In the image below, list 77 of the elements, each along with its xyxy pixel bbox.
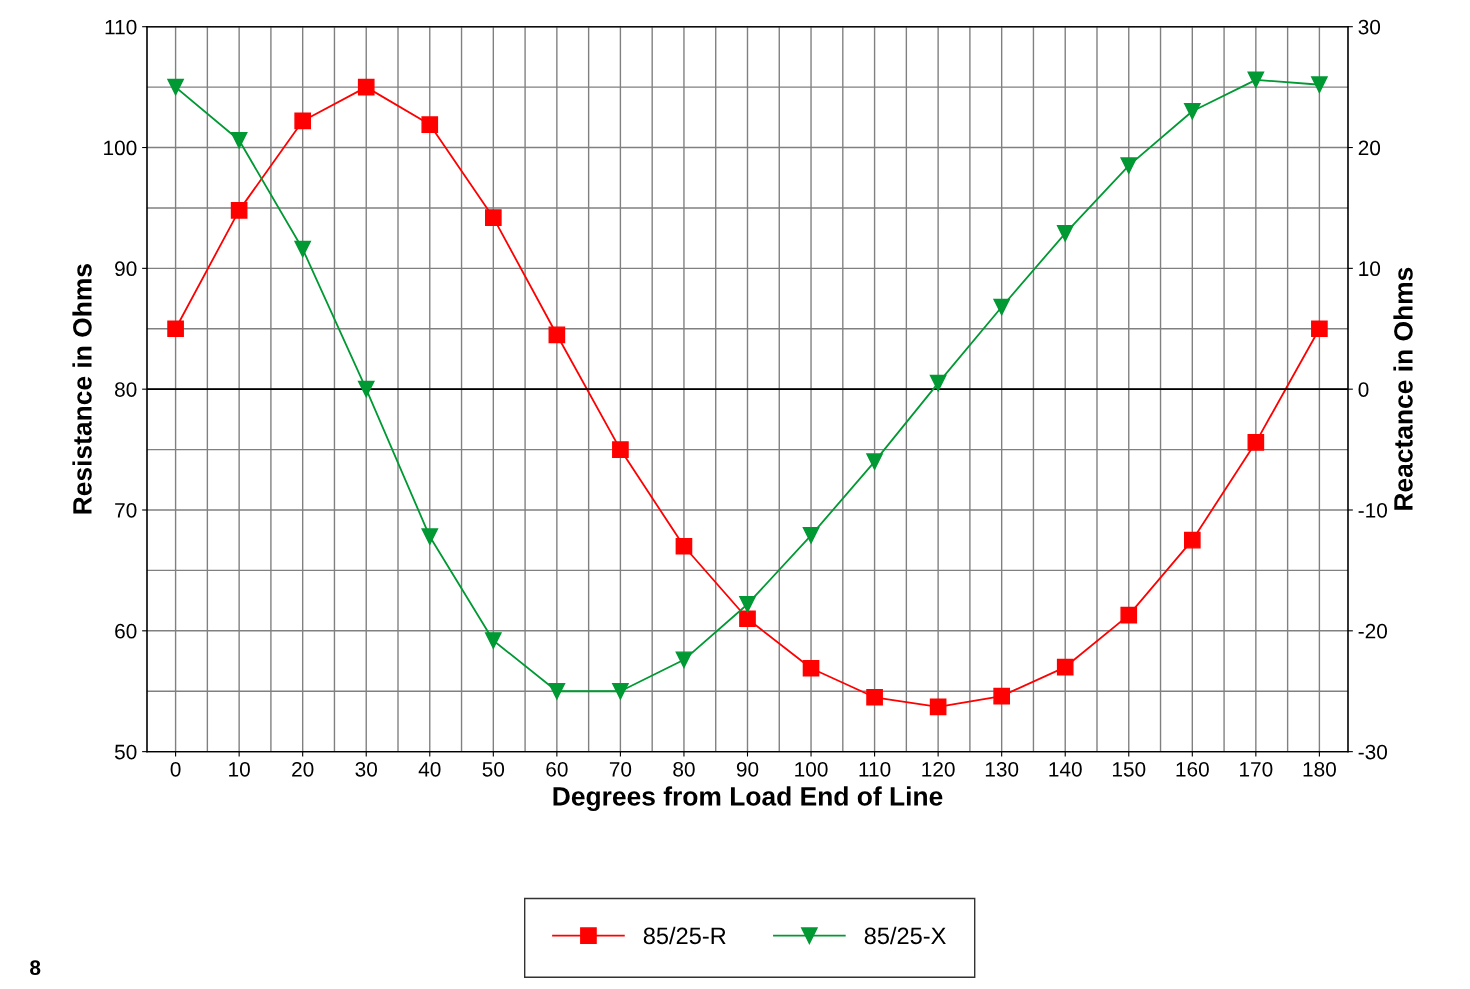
point — [929, 698, 947, 716]
point — [929, 374, 947, 392]
y-tick-label: 70 — [115, 503, 137, 518]
y-tick-label: 80 — [115, 382, 137, 397]
point — [675, 537, 693, 555]
x-tick-label: 170 — [1240, 761, 1273, 777]
point — [1247, 433, 1265, 451]
point — [993, 687, 1011, 705]
point — [421, 528, 439, 545]
x-tick-label: 140 — [1049, 761, 1082, 777]
point — [612, 441, 629, 458]
point — [167, 320, 184, 338]
x-tick-label: 20 — [292, 761, 314, 777]
point — [675, 651, 693, 669]
point — [484, 632, 502, 649]
y-tick-label: 90 — [115, 261, 137, 277]
x-tick-label: 90 — [736, 761, 759, 777]
x-tick-label: 40 — [418, 761, 441, 777]
point — [739, 610, 756, 628]
point — [1056, 224, 1074, 242]
y-axis-title: Resistance in Ohms — [72, 264, 92, 514]
y2-tick-label: 0 — [1358, 382, 1369, 397]
x-tick-label: 0 — [170, 761, 181, 777]
point — [294, 240, 312, 258]
legend-label: 85/25-X — [864, 926, 946, 945]
x-tick-label: 180 — [1303, 761, 1336, 777]
text: 8 — [30, 960, 41, 975]
point — [802, 659, 820, 677]
x-tick-label: 130 — [985, 761, 1019, 777]
point — [1183, 531, 1201, 549]
point — [167, 78, 184, 96]
point — [230, 131, 248, 149]
x-tick-label: 30 — [355, 761, 377, 777]
point — [802, 527, 820, 544]
y-tick-label: 100 — [104, 140, 137, 156]
point — [548, 326, 566, 344]
point — [294, 112, 312, 130]
point — [357, 78, 375, 96]
point — [866, 688, 883, 706]
y-tick-label: 60 — [115, 623, 137, 639]
y2-axis-title: Reactance in Ohms — [1393, 267, 1413, 510]
point — [1120, 606, 1138, 624]
x-tick-label: 100 — [795, 761, 828, 777]
x-tick-label: 120 — [922, 761, 955, 777]
x-axis-title: Degrees from Load End of Line — [553, 786, 943, 812]
point — [1247, 71, 1265, 89]
x-tick-label: 160 — [1176, 761, 1209, 777]
x-tick-label: 110 — [859, 761, 891, 777]
y2-tick-label: -20 — [1358, 623, 1388, 639]
x-tick-label: 50 — [482, 761, 505, 777]
x-tick-label: 60 — [546, 761, 568, 777]
point — [484, 209, 502, 226]
y2-tick-label: 30 — [1358, 19, 1381, 35]
point — [993, 298, 1011, 316]
y2-tick-label: -30 — [1358, 744, 1388, 760]
point — [230, 202, 248, 219]
y-tick-label: 110 — [105, 19, 137, 35]
point — [421, 116, 439, 133]
y2-tick-label: 20 — [1358, 140, 1381, 156]
x-tick-label: 10 — [229, 761, 250, 777]
point — [866, 453, 883, 470]
x-tick-label: 150 — [1112, 761, 1146, 777]
point — [357, 380, 375, 398]
y2-tick-label: 10 — [1359, 261, 1381, 277]
point — [1120, 157, 1138, 174]
point — [548, 682, 566, 700]
y-tick-label: 50 — [114, 744, 137, 760]
legend-label: 85/25-R — [643, 926, 726, 945]
point — [1311, 76, 1328, 94]
point — [1056, 658, 1074, 676]
point — [739, 595, 756, 613]
x-tick-label: 80 — [673, 761, 695, 777]
y2-tick-label: -10 — [1358, 503, 1388, 518]
point — [1311, 320, 1328, 338]
point — [1183, 102, 1201, 120]
x-tick-label: 70 — [609, 761, 632, 777]
point — [612, 682, 629, 700]
